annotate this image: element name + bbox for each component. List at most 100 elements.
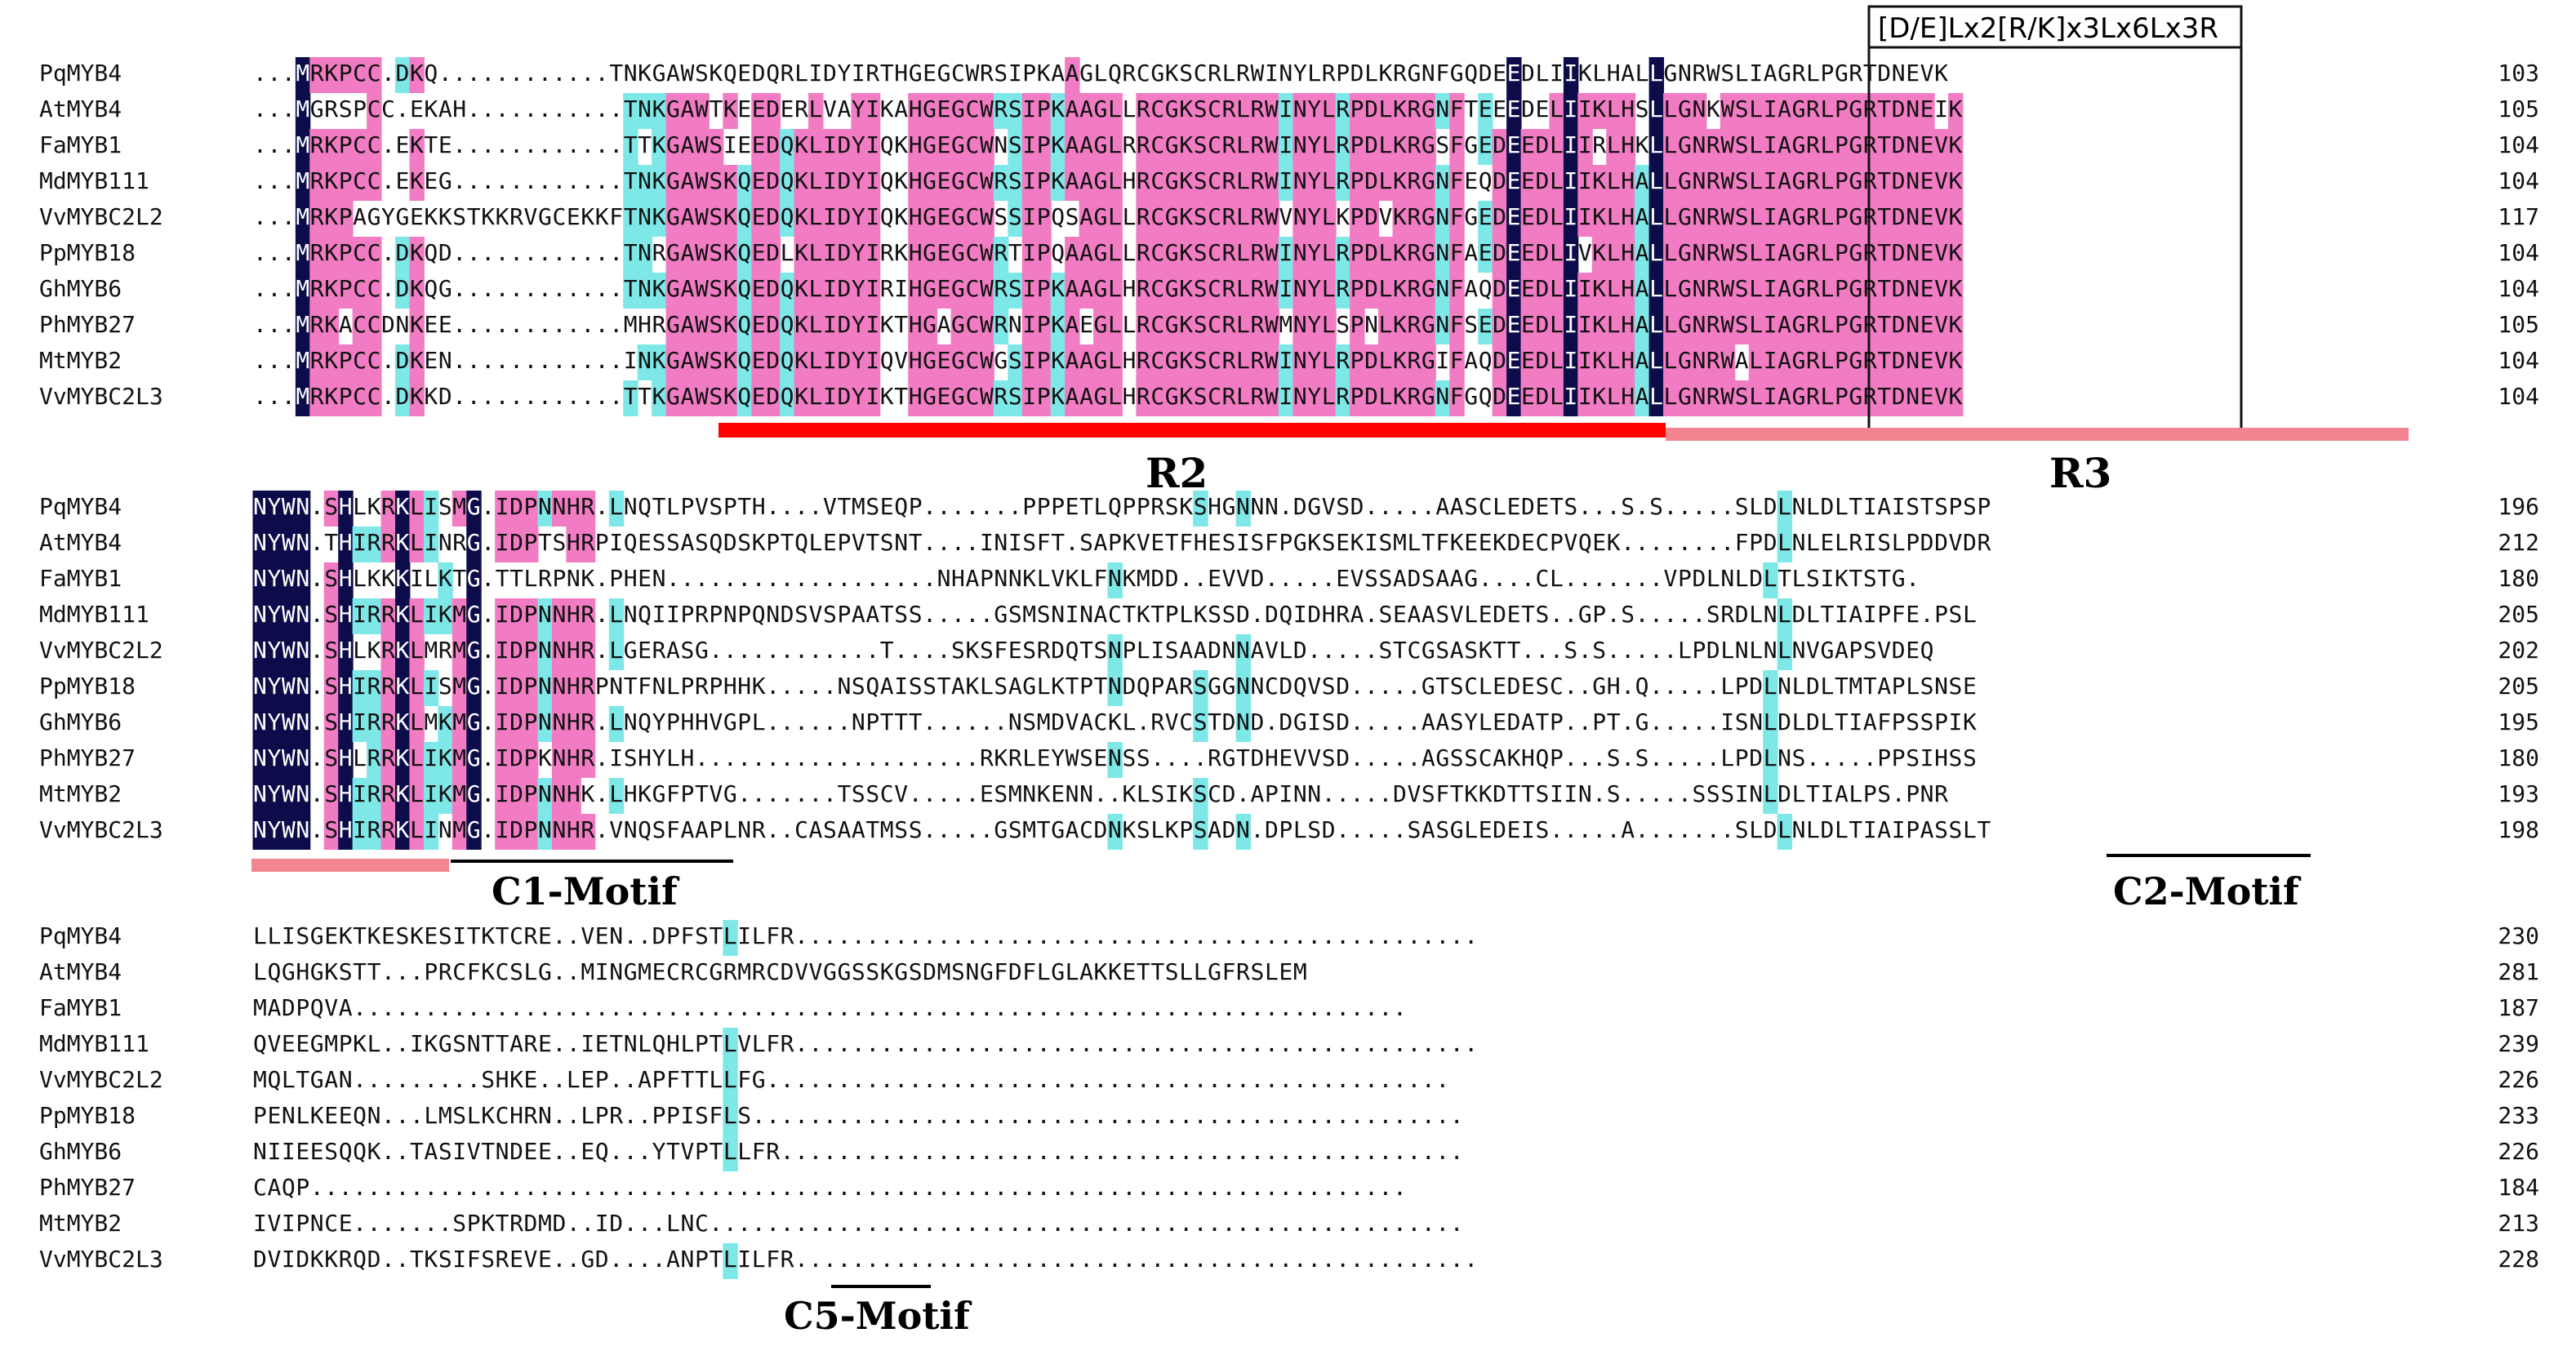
residue: L xyxy=(1493,493,1506,520)
residue-highlight xyxy=(1008,129,1023,165)
residue: . xyxy=(994,493,1008,520)
residue: G xyxy=(951,347,965,374)
residue: . xyxy=(1108,1138,1122,1165)
residue: C xyxy=(1150,311,1164,338)
residue: S xyxy=(1649,493,1663,520)
residue: G xyxy=(467,673,481,700)
residue: . xyxy=(481,239,495,266)
residue: . xyxy=(809,1174,823,1201)
residue: . xyxy=(837,1030,851,1057)
residue: A xyxy=(1777,131,1791,158)
residue: K xyxy=(794,347,808,374)
residue: S xyxy=(1194,239,1208,266)
residue: I xyxy=(1764,347,1777,374)
residue: N xyxy=(253,601,267,628)
residue-highlight xyxy=(723,201,738,237)
residue: L xyxy=(1835,493,1849,520)
residue: F xyxy=(737,1066,751,1093)
residue: N xyxy=(1293,203,1307,230)
residue: G xyxy=(994,816,1008,843)
residue: . xyxy=(1336,1138,1350,1165)
residue: L xyxy=(1607,96,1621,122)
residue: G xyxy=(666,167,680,194)
residue-highlight xyxy=(1178,237,1195,273)
residue: . xyxy=(709,994,723,1021)
residue: . xyxy=(1336,1174,1350,1201)
residue: . xyxy=(1678,780,1692,807)
residue: L xyxy=(1379,96,1393,122)
residue: . xyxy=(1379,1138,1393,1165)
residue: I xyxy=(1892,493,1906,520)
residue: G xyxy=(723,780,737,807)
residue-highlight xyxy=(1250,129,1266,165)
residue-highlight xyxy=(979,237,994,273)
residue: D xyxy=(723,529,737,556)
residue: R xyxy=(381,529,395,556)
residue: E xyxy=(1507,167,1521,194)
residue: T xyxy=(1877,203,1891,230)
residue: . xyxy=(909,1102,923,1129)
residue: W xyxy=(282,565,296,592)
residue-highlight xyxy=(1920,165,1935,201)
residue: . xyxy=(1649,601,1663,628)
residue: . xyxy=(794,744,808,771)
residue: T xyxy=(367,958,381,985)
residue: . xyxy=(496,239,509,266)
residue: N xyxy=(1792,816,1806,843)
residue-highlight xyxy=(665,237,681,273)
residue: R xyxy=(980,60,994,87)
residue: . xyxy=(595,709,609,735)
residue: I xyxy=(282,1138,296,1165)
residue: . xyxy=(1664,529,1678,556)
residue: V xyxy=(1934,383,1948,410)
residue-highlight xyxy=(1306,165,1323,201)
residue: A xyxy=(681,383,695,410)
residue: D xyxy=(396,275,410,302)
residue: . xyxy=(1393,1030,1407,1057)
residue: W xyxy=(1720,311,1734,338)
residue: L xyxy=(1706,565,1720,592)
residue: E xyxy=(1920,383,1934,410)
residue: . xyxy=(823,709,837,735)
residue: L xyxy=(1664,275,1678,302)
residue: G xyxy=(624,958,638,985)
residue-highlight xyxy=(1150,93,1166,129)
residue: E xyxy=(1920,96,1934,122)
residue: I xyxy=(595,1210,609,1237)
residue: H xyxy=(1621,167,1635,194)
residue: A xyxy=(1877,673,1891,700)
residue: D xyxy=(1749,744,1763,771)
residue: D xyxy=(1749,565,1763,592)
residue: . xyxy=(909,994,923,1021)
residue: S xyxy=(652,816,666,843)
residue: A xyxy=(1079,239,1093,266)
residue: I xyxy=(823,383,837,410)
residue: . xyxy=(1322,1174,1336,1201)
residue: D xyxy=(438,383,452,410)
residue: . xyxy=(438,1066,452,1093)
residue: . xyxy=(1236,1246,1250,1273)
residue: I xyxy=(1550,60,1564,87)
residue-highlight xyxy=(1577,129,1593,165)
residue: . xyxy=(1194,1102,1208,1129)
residue: E xyxy=(410,96,424,122)
residue: D xyxy=(1892,311,1906,338)
residue: . xyxy=(652,1246,666,1273)
residue: T xyxy=(880,637,894,664)
residue: I xyxy=(424,601,438,628)
residue: H xyxy=(567,493,581,520)
residue: R xyxy=(1122,60,1136,87)
residue: . xyxy=(980,1138,994,1165)
residue: P xyxy=(1122,637,1136,664)
residue: . xyxy=(865,922,879,949)
residue-highlight xyxy=(1948,129,1964,165)
residue: N xyxy=(852,709,865,735)
residue: I xyxy=(1564,203,1577,230)
residue: N xyxy=(1764,637,1777,664)
residue: L xyxy=(1407,529,1421,556)
residue: . xyxy=(509,239,523,266)
residue: P xyxy=(1835,203,1849,230)
residue: T xyxy=(1122,601,1136,628)
residue: K xyxy=(1635,131,1649,158)
residue: I xyxy=(1279,131,1292,158)
